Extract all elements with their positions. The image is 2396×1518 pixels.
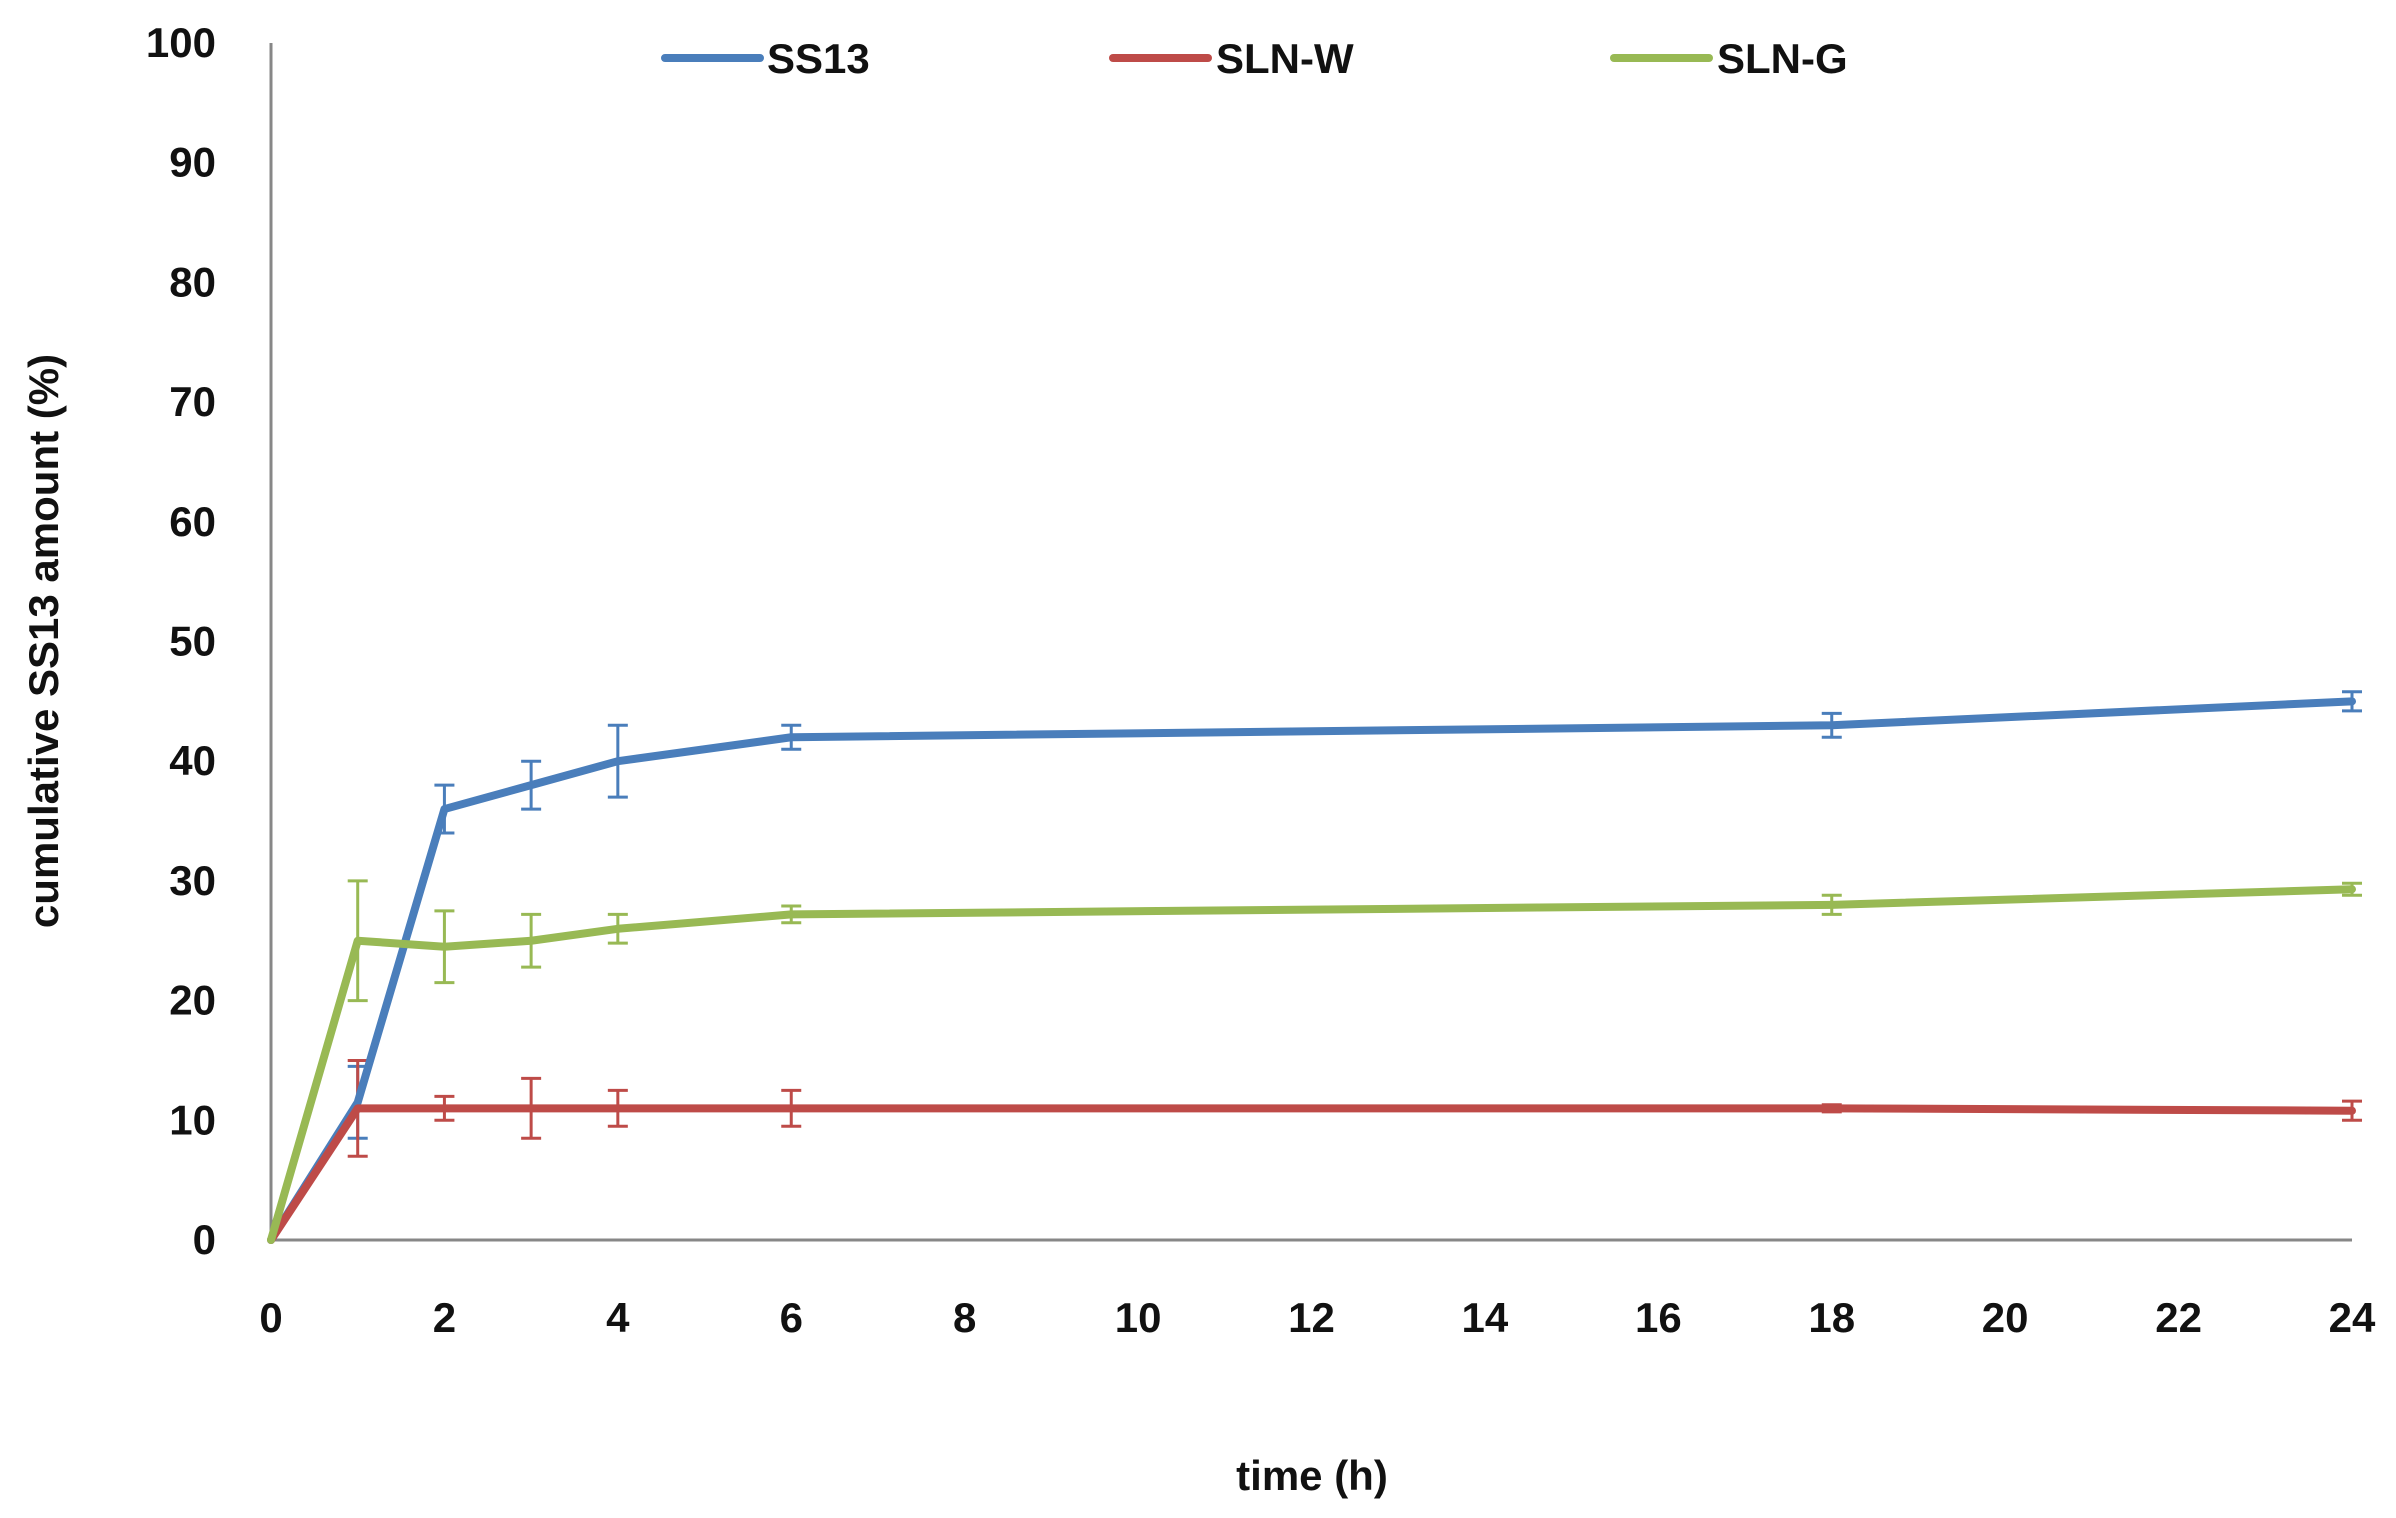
y-tick-label: 40 [169, 737, 216, 784]
x-tick-label: 12 [1288, 1294, 1335, 1341]
series-line-sln-g [267, 885, 2356, 1244]
x-tick-label: 24 [2329, 1294, 2376, 1341]
legend-label: SLN-G [1717, 35, 1848, 82]
series-line-ss13 [267, 697, 2356, 1244]
axes [269, 43, 2352, 1242]
y-tick-label: 50 [169, 618, 216, 665]
x-tick-label: 8 [953, 1294, 976, 1341]
y-tick-label: 10 [169, 1096, 216, 1143]
x-tick-label: 10 [1115, 1294, 1162, 1341]
x-tick-label: 6 [780, 1294, 803, 1341]
y-tick-label: 90 [169, 139, 216, 186]
legend-label: SS13 [767, 35, 870, 82]
x-tick-label: 4 [606, 1294, 630, 1341]
y-axis-title: cumulative SS13 amount (%) [20, 354, 67, 928]
x-axis-title: time (h) [1236, 1452, 1388, 1499]
series-line-sln-w [267, 1104, 2356, 1244]
x-tick-label: 20 [1982, 1294, 2029, 1341]
y-tick-label: 80 [169, 258, 216, 305]
y-tick-label: 70 [169, 378, 216, 425]
x-tick-labels: 0 2 4 6 8 10 12 14 16 18 20 22 24 [259, 1294, 2376, 1341]
legend-label: SLN-W [1216, 35, 1354, 82]
legend-item-sln-g: SLN-G [1610, 35, 1848, 82]
y-tick-label: 20 [169, 977, 216, 1024]
x-tick-label: 22 [2155, 1294, 2202, 1341]
legend-item-ss13: SS13 [661, 35, 870, 82]
legend-item-sln-w: SLN-W [1109, 35, 1354, 82]
y-tick-labels: 0 10 20 30 40 50 60 70 80 90 100 [146, 19, 216, 1263]
legend: SS13 SLN-W SLN-G [661, 35, 1848, 82]
y-tick-label: 0 [193, 1216, 216, 1263]
x-tick-label: 16 [1635, 1294, 1682, 1341]
series-lines [267, 697, 2356, 1244]
y-tick-label: 30 [169, 857, 216, 904]
y-tick-label: 100 [146, 19, 216, 66]
x-tick-label: 2 [433, 1294, 456, 1341]
x-tick-label: 14 [1462, 1294, 1509, 1341]
y-tick-label: 60 [169, 498, 216, 545]
x-tick-label: 18 [1808, 1294, 1855, 1341]
x-tick-label: 0 [259, 1294, 282, 1341]
